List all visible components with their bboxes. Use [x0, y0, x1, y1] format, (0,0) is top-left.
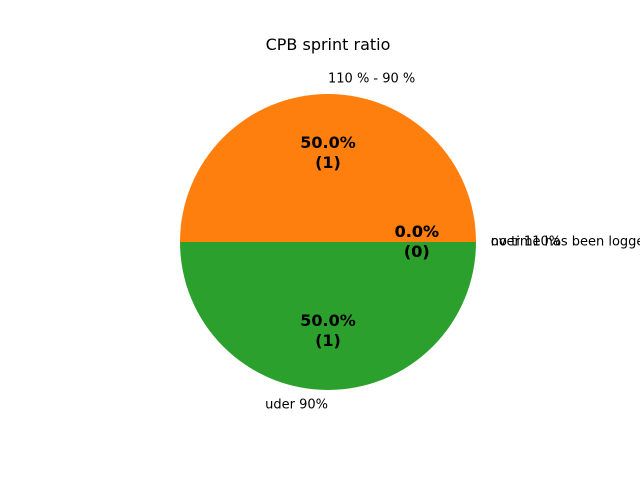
pie-slice-uder-90 — [180, 242, 476, 390]
category-labels: no time has been logged 110 % - 90 % uder … — [265, 72, 640, 413]
pct-label-line: (0) — [404, 242, 430, 261]
pct-label-line: (1) — [315, 153, 341, 172]
pct-label-no-time-has-been-logged: 0.0% (0) — [395, 222, 439, 261]
percentage-labels: 0.0% (0)50.0% (1)50.0% (1)0.0% (0) — [300, 133, 439, 350]
category-label-over-110: over 110% — [491, 235, 561, 250]
pct-label-line: (1) — [315, 331, 341, 350]
pct-label-line: 50.0% — [300, 133, 356, 152]
pct-label-uder-90: 50.0% (1) — [300, 311, 356, 350]
pie-slice-110-90 — [180, 94, 476, 242]
pct-label-line: 0.0% — [395, 222, 439, 241]
pct-label-line: 0.0% — [395, 222, 439, 241]
pct-label-line: 50.0% — [300, 311, 356, 330]
pct-label-line: (0) — [404, 242, 430, 261]
category-label-uder-90: uder 90% — [265, 397, 328, 412]
category-label-110-90: 110 % - 90 % — [328, 72, 415, 87]
pie-slices — [180, 94, 476, 390]
chart-title: CPB sprint ratio — [266, 35, 391, 54]
pct-label-110-90: 50.0% (1) — [300, 133, 356, 172]
pct-label-over-110: 0.0% (0) — [395, 222, 439, 261]
category-label-no-time-has-been-logged: no time has been logged — [491, 235, 640, 250]
